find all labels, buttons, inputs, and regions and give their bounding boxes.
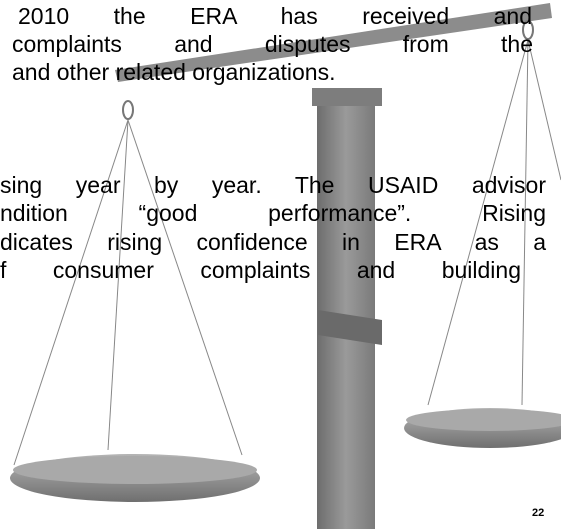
- text-line: and other related organizations.: [12, 58, 336, 86]
- text-line: dicates rising confidence in ERA as a: [0, 228, 546, 256]
- text-line: complaints and disputes from the: [12, 30, 533, 58]
- text-line: f consumer complaints and building: [0, 256, 521, 284]
- page-number: 22: [532, 507, 544, 519]
- slide: 2010 the ERA has received and complaints…: [0, 0, 561, 529]
- text-line: ndition “good performance”. Rising: [0, 199, 546, 227]
- text-line: sing year by year. The USAID advisor: [0, 171, 546, 199]
- text-line: 2010 the ERA has received and: [18, 2, 532, 30]
